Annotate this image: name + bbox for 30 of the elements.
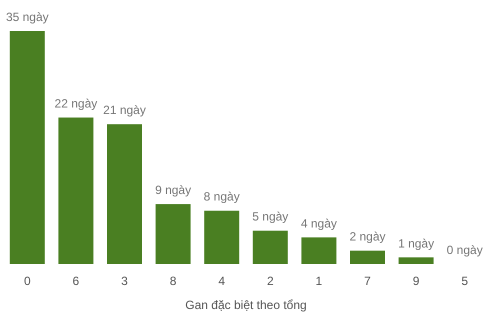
data-label: 35 ngày [6,10,49,24]
x-tick-label: 8 [170,274,177,288]
bar [301,237,336,264]
data-label: 5 ngày [252,210,288,224]
bar [156,204,191,264]
data-label: 21 ngày [103,103,146,118]
x-tick-label: 0 [24,274,31,288]
data-label: 4 ngày [300,216,337,230]
bar [58,118,94,264]
bar [10,31,45,264]
data-label: 1 ngày [398,236,434,250]
x-tick-label: 2 [266,274,274,288]
bar [252,230,288,264]
x-tick-label: 3 [121,274,128,288]
data-label: 22 ngày [54,96,98,111]
bar [350,250,385,264]
x-tick-label: 1 [316,274,323,288]
data-label: 9 ngày [155,183,192,198]
bar [107,124,142,264]
x-axis-title: Gan đặc biệt theo tổng [185,298,307,312]
x-tick-label: 7 [364,274,372,288]
data-label: 2 ngày [349,230,386,244]
bar [204,210,240,264]
bar [398,257,434,264]
x-tick-label: 6 [72,274,80,288]
x-tick-label: 5 [461,274,468,288]
x-tick-label: 4 [218,274,226,288]
data-label: 8 ngày [204,190,240,204]
data-label: 0 ngày [446,243,483,257]
x-tick-label: 9 [412,274,420,288]
